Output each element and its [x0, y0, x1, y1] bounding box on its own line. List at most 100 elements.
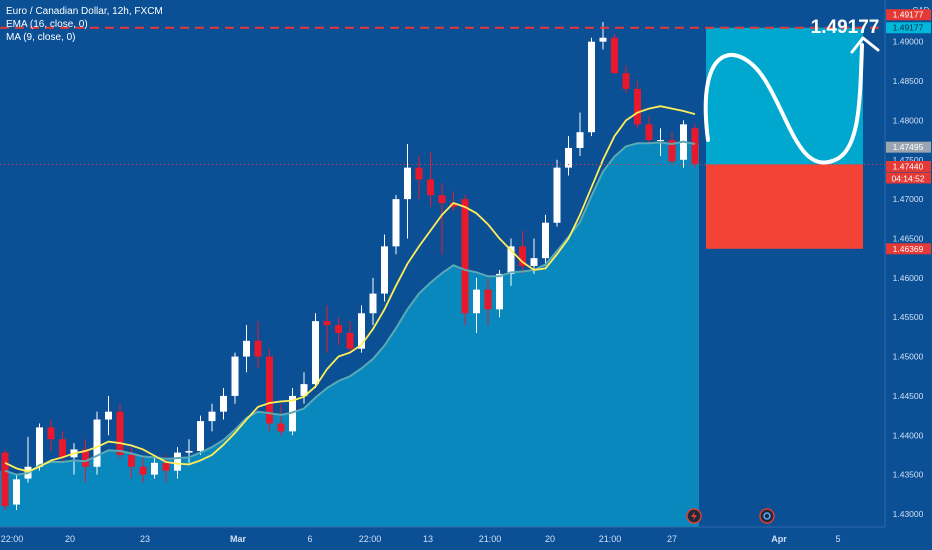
candle — [381, 234, 388, 302]
candle — [565, 136, 572, 176]
ema-legend: EMA (16, close, 0) — [6, 19, 88, 30]
time-tick: 23 — [140, 534, 150, 544]
candle-body — [645, 124, 653, 141]
price-axis[interactable] — [885, 0, 932, 550]
candle — [691, 124, 699, 168]
candle — [668, 132, 676, 164]
candle-body — [82, 449, 89, 467]
candle — [461, 195, 469, 326]
price-tick: 1.43000 — [893, 509, 924, 519]
target-label: 1.49177 — [811, 17, 880, 38]
tag-last: 1.47495 — [886, 141, 931, 153]
time-tick: 21:00 — [599, 534, 622, 544]
candle-body — [116, 411, 124, 455]
candle-body — [300, 384, 308, 396]
candle-body — [208, 411, 216, 422]
tag-countdown-text: 04:14:52 — [891, 173, 924, 183]
flash-icon[interactable] — [686, 508, 702, 524]
tag-target-bg — [886, 22, 931, 34]
tag-countdown: 04:14:52 — [886, 172, 931, 184]
candle-body — [611, 37, 618, 74]
candle-body — [369, 293, 377, 314]
candle-body — [461, 199, 469, 314]
candle — [36, 423, 43, 471]
candle-body — [174, 452, 181, 471]
tag-stop-bg — [886, 243, 931, 255]
candle — [542, 214, 549, 267]
time-tick: Apr — [771, 534, 787, 544]
event-icon-inner — [763, 512, 771, 520]
candle-body — [277, 423, 285, 432]
ema-area-fill — [0, 141, 699, 527]
candle-body — [622, 73, 630, 89]
price-tick: 1.48000 — [893, 115, 924, 125]
candle-body — [266, 356, 273, 424]
candle — [369, 277, 377, 326]
candle-body — [438, 195, 446, 204]
candle-body — [105, 411, 112, 420]
candle — [553, 159, 561, 227]
candle-body — [507, 246, 515, 274]
candle-body — [231, 356, 239, 396]
candle — [588, 37, 595, 137]
candle-body — [243, 340, 250, 357]
price-tick: 1.47500 — [893, 155, 924, 165]
ma-line — [4, 105, 696, 473]
candle-body — [691, 128, 699, 164]
price-tick: 1.48500 — [893, 76, 924, 86]
time-tick: 22:00 — [359, 534, 382, 544]
tag-target-text: 1.49177 — [893, 23, 924, 33]
candle-body — [668, 140, 676, 162]
candle — [473, 277, 480, 333]
time-axis[interactable] — [0, 527, 932, 550]
candle — [197, 415, 204, 455]
tag-current: 1.47440 — [886, 160, 931, 172]
candle-body — [254, 340, 262, 357]
candle — [496, 269, 503, 318]
loss-zone[interactable] — [706, 164, 863, 249]
arrow-head-icon — [850, 36, 880, 54]
candle-body — [553, 167, 561, 223]
candle — [576, 112, 584, 156]
candle — [277, 403, 285, 436]
time-tick: 13 — [423, 534, 433, 544]
candle-body — [47, 427, 55, 440]
candle-body — [519, 246, 526, 267]
candle-body — [93, 419, 101, 467]
ema-line — [4, 140, 696, 476]
candle — [312, 313, 319, 389]
time-tick: 22:00 — [1, 534, 24, 544]
candle-body — [346, 332, 354, 349]
price-tick: 1.45000 — [893, 352, 924, 362]
candle-body — [36, 427, 43, 467]
tag-top-text: 1.49177 — [893, 10, 924, 20]
candle — [622, 65, 630, 93]
candle — [611, 33, 618, 74]
tag-last-bg — [886, 141, 931, 153]
candle-body — [473, 289, 480, 314]
price-tick: 1.46000 — [893, 273, 924, 283]
candle-body — [1, 452, 9, 507]
price-tick: 1.47000 — [893, 194, 924, 204]
time-tick: 20 — [65, 534, 75, 544]
candle — [335, 317, 342, 345]
candle-body — [220, 395, 227, 412]
price-tick: 1.44500 — [893, 391, 924, 401]
price-tick: 1.46500 — [893, 233, 924, 243]
candle-body — [381, 246, 388, 294]
price-tick: 1.43500 — [893, 470, 924, 480]
time-tick: 5 — [835, 534, 840, 544]
candle — [1, 450, 9, 511]
candle-body — [599, 37, 607, 42]
candle — [231, 352, 239, 404]
event-icon[interactable] — [759, 508, 775, 524]
candle-body — [657, 140, 664, 142]
profit-zone[interactable] — [706, 27, 863, 165]
candle — [346, 321, 354, 353]
price-tick: 1.44000 — [893, 430, 924, 440]
candle-body — [289, 395, 296, 432]
candle-body — [404, 167, 411, 200]
candle-body — [542, 222, 549, 259]
time-tick: 21:00 — [479, 534, 502, 544]
